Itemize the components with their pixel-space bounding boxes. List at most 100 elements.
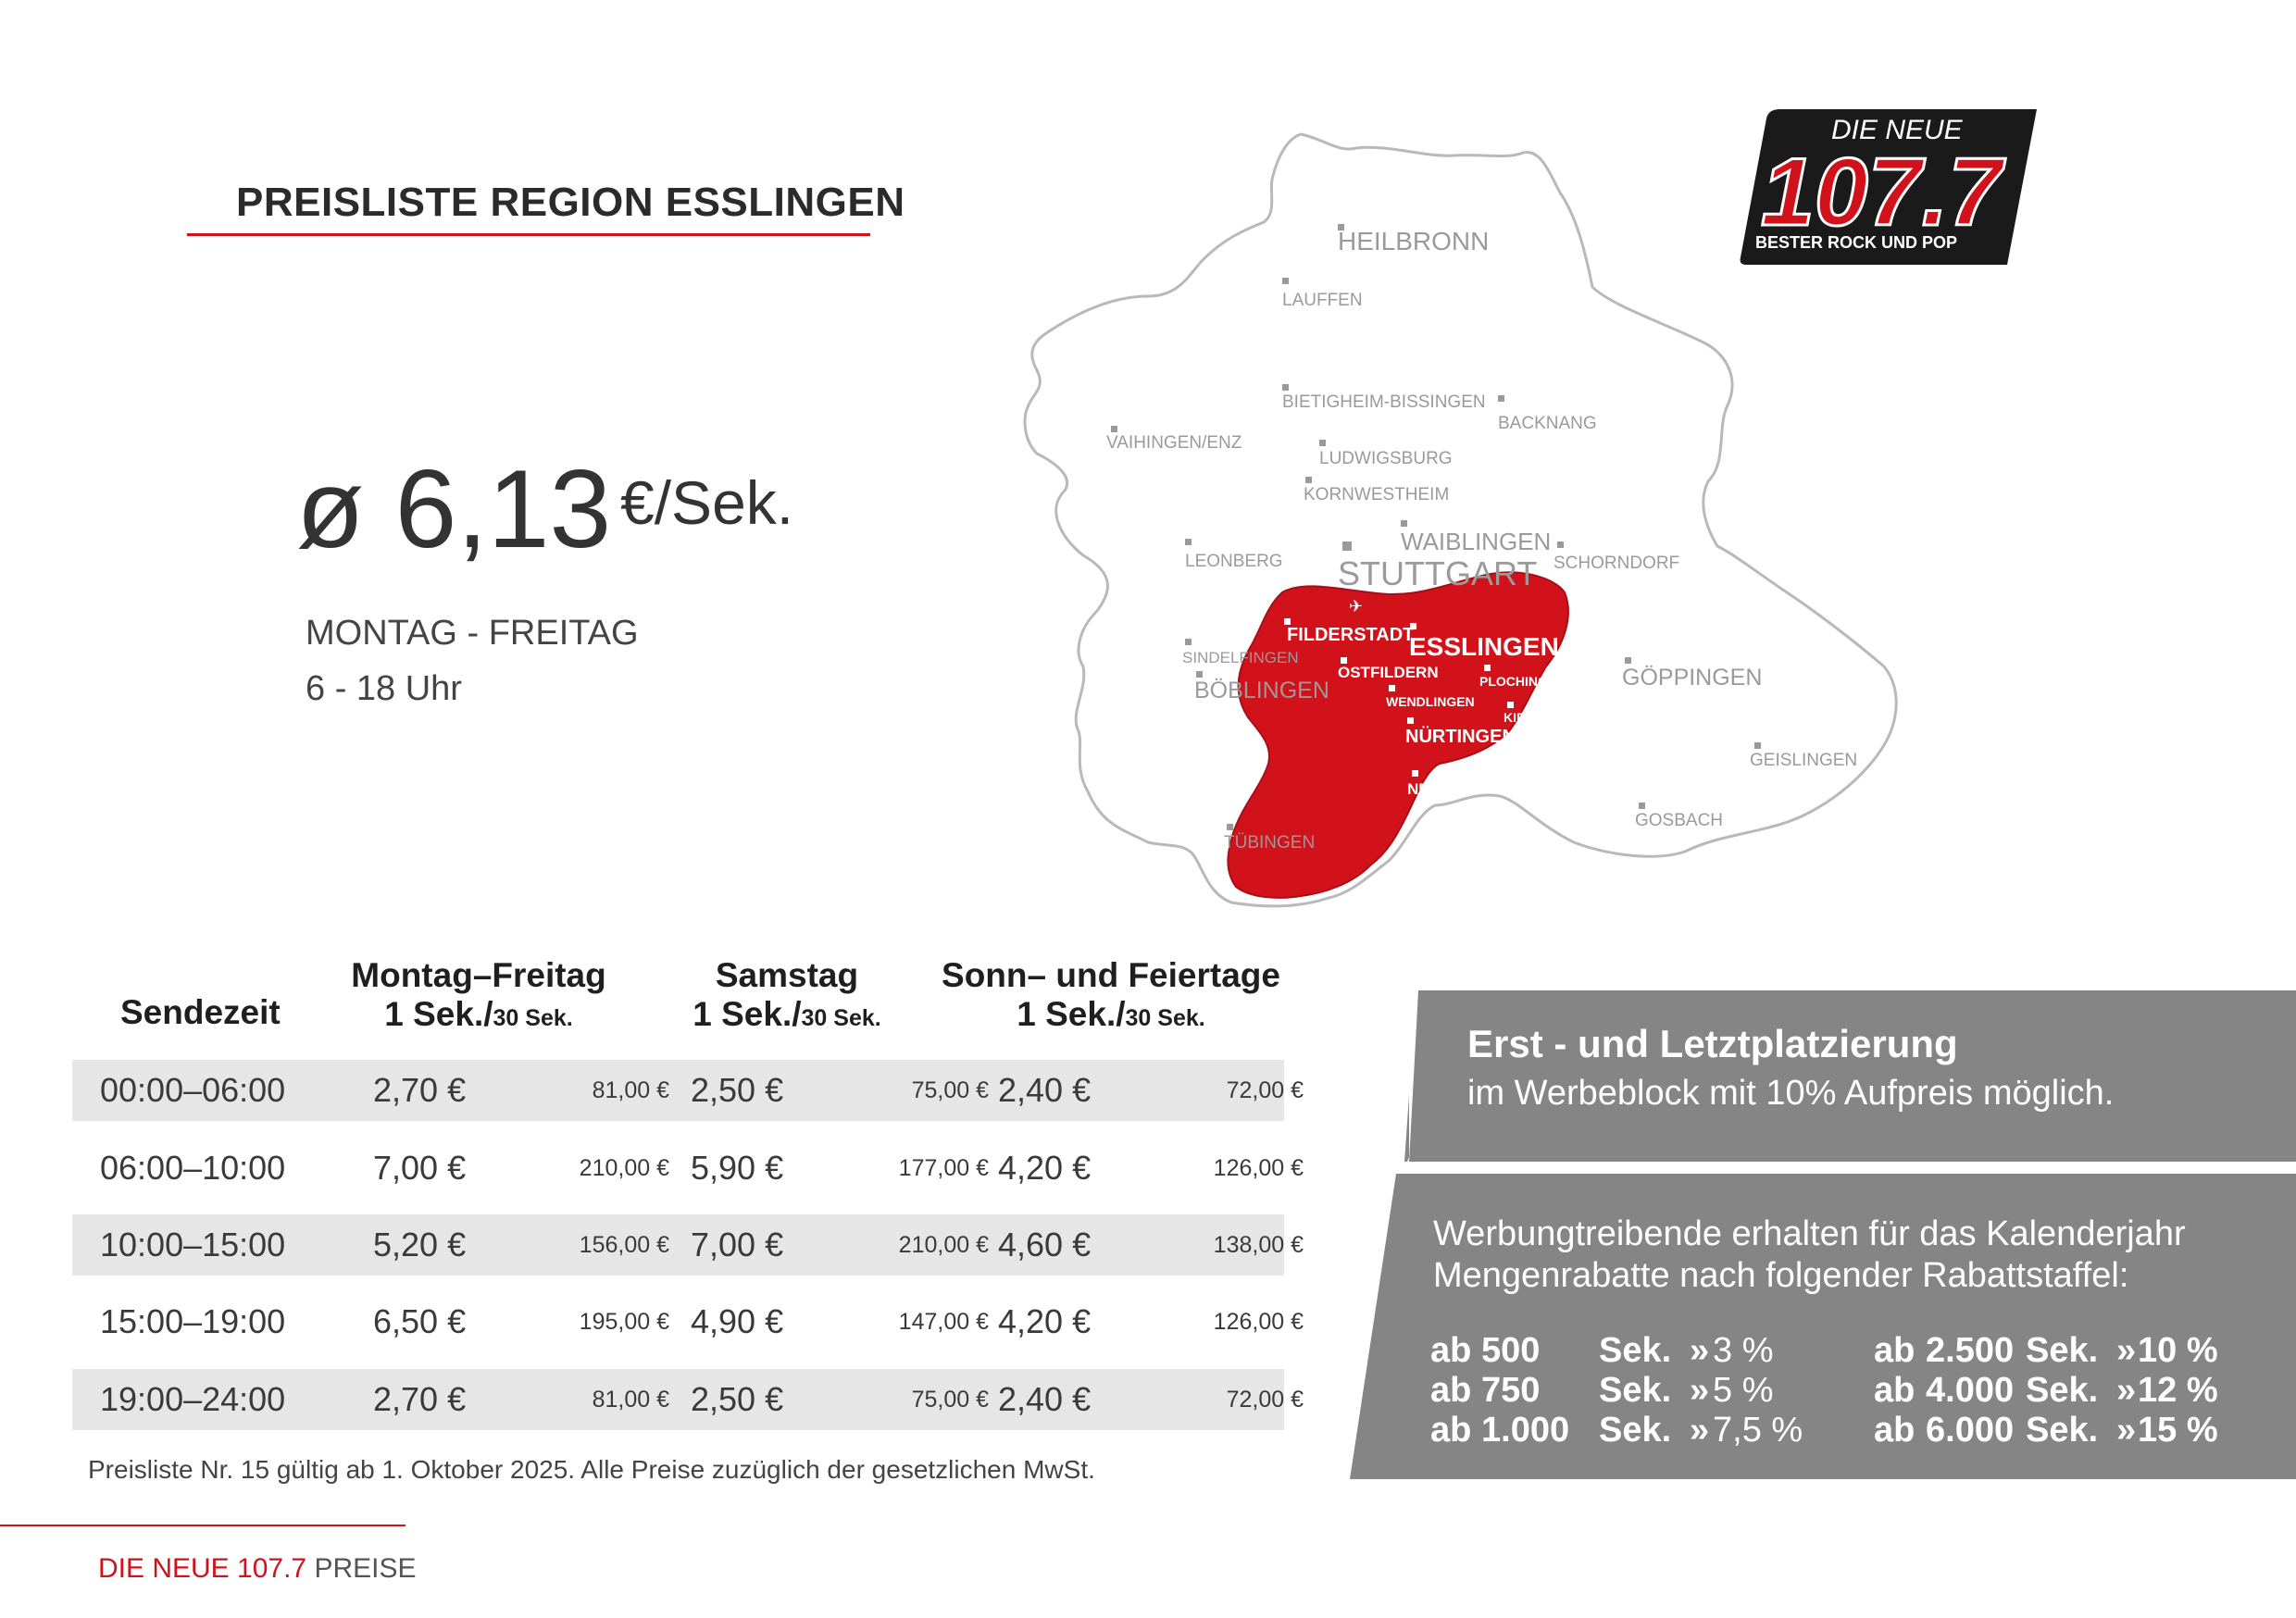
tier-ab: ab — [1874, 1371, 1915, 1410]
price-saturday-30s: 75,00 € — [911, 1077, 989, 1103]
tier-amount: 500 — [1481, 1331, 1541, 1370]
tier-arrow: » — [1690, 1331, 1710, 1370]
city-marker-gosbach — [1639, 803, 1645, 809]
city-kornwestheim: KORNWESTHEIM — [1304, 485, 1449, 504]
discount-tier: ab 1.000 Sek. » 7,5 % — [1430, 1411, 1803, 1450]
price-weekday-1s: 7,00 € — [373, 1149, 467, 1187]
price-sunday-1s: 4,60 € — [998, 1226, 1092, 1263]
hour-range: 6 - 18 Uhr — [306, 669, 462, 708]
logo-number: 107.7 — [1761, 139, 2005, 246]
tier-ab: ab — [1874, 1411, 1915, 1450]
price-weekday-30s: 156,00 € — [579, 1232, 669, 1258]
tier-unit: Sek. — [2026, 1411, 2099, 1450]
city-marker-bietigheim — [1282, 384, 1289, 391]
tier-percent: 12 % — [2138, 1371, 2218, 1410]
price-sunday-1s: 2,40 € — [998, 1380, 1092, 1418]
discount-panel — [1350, 1174, 2296, 1479]
city-marker-wendlingen — [1389, 685, 1395, 691]
discount-tier: ab 4.000 Sek. » 12 % — [1874, 1371, 2218, 1411]
price-weekday-30s: 81,00 € — [592, 1387, 669, 1413]
placement-panel-shape — [1409, 990, 2296, 1162]
city-boeblingen: BÖBLINGEN — [1194, 678, 1329, 703]
tier-unit: Sek. — [1599, 1331, 1672, 1370]
city-marker-sindelfingen — [1185, 639, 1192, 645]
city-marker-kirchheim — [1507, 702, 1514, 708]
city-plochingen: PLOCHINGEN — [1479, 674, 1566, 689]
city-marker-waiblingen — [1401, 520, 1407, 527]
city-marker-ludwigsburg — [1319, 440, 1326, 446]
city-marker-ostfildern — [1341, 657, 1347, 664]
city-marker-backnang — [1498, 395, 1504, 402]
city-leonberg: LEONBERG — [1185, 552, 1283, 571]
discount-intro-line2: Mengenrabatte nach folgender Rabattstaff… — [1433, 1256, 2129, 1295]
unit-small: 30 Sek. — [1125, 1005, 1205, 1031]
airport-icon: ✈ — [1349, 597, 1363, 616]
price-sunday-30s: 72,00 € — [1226, 1387, 1304, 1413]
price-saturday-1s: 2,50 € — [691, 1071, 784, 1109]
city-kirchheim: KIRCHHEIM — [1504, 710, 1577, 725]
page-title: PREISLISTE REGION ESSLINGEN — [236, 180, 905, 225]
city-marker-boeblingen — [1196, 671, 1203, 678]
discount-tier: ab 500 Sek. » 3 % — [1430, 1331, 1773, 1371]
tier-arrow: » — [2116, 1411, 2137, 1450]
price-sunday-30s: 126,00 € — [1213, 1155, 1304, 1181]
price-saturday-1s: 5,90 € — [691, 1149, 784, 1187]
tier-arrow: » — [2116, 1371, 2137, 1410]
price-saturday-1s: 7,00 € — [691, 1226, 784, 1263]
city-marker-neuffen — [1412, 770, 1418, 777]
tier-amount: 4.000 — [1926, 1371, 2015, 1410]
unit-small: 30 Sek. — [801, 1005, 881, 1031]
footer-brand-suffix: PREISE — [314, 1553, 417, 1584]
city-marker-schorndorf — [1557, 541, 1564, 548]
price-saturday-1s: 4,90 € — [691, 1302, 784, 1340]
city-tuebingen: TÜBINGEN — [1224, 833, 1315, 853]
price-weekday-30s: 195,00 € — [579, 1309, 669, 1335]
title-underline — [187, 233, 870, 236]
header-col-sunday: Sonn– und Feiertage 1 Sek./30 Sek. — [926, 956, 1296, 1038]
discount-tier: ab 6.000 Sek. » 15 % — [1874, 1411, 2218, 1450]
tier-percent: 10 % — [2138, 1331, 2218, 1370]
table-row: 10:00–15:00 5,20 € 156,00 € 7,00 € 210,0… — [72, 1214, 1304, 1276]
placement-subtitle: im Werbeblock mit 10% Aufpreis möglich. — [1467, 1074, 2115, 1113]
tier-ab: ab — [1874, 1331, 1915, 1370]
info-panels — [1350, 990, 2296, 1479]
table-row: 19:00–24:00 2,70 € 81,00 € 2,50 € 75,00 … — [72, 1369, 1304, 1430]
tier-ab: ab — [1430, 1371, 1472, 1410]
discount-tier: ab 2.500 Sek. » 10 % — [1874, 1331, 2218, 1371]
city-bietigheim-bissingen: BIETIGHEIM-BISSINGEN — [1282, 392, 1486, 412]
price-sunday-1s: 2,40 € — [998, 1071, 1092, 1109]
tier-ab: ab — [1430, 1331, 1472, 1370]
tier-arrow: » — [1690, 1371, 1710, 1410]
tier-unit: Sek. — [1599, 1411, 1672, 1450]
average-price-unit: €/Sek. — [620, 468, 794, 537]
footer-rule — [0, 1525, 406, 1526]
city-sindelfingen: SINDELFINGEN — [1182, 649, 1299, 666]
price-sunday-30s: 126,00 € — [1213, 1309, 1304, 1335]
tier-arrow: » — [2116, 1331, 2137, 1370]
discount-intro-line1: Werbungtreibende erhalten für das Kalend… — [1433, 1214, 2186, 1253]
table-row: 15:00–19:00 6,50 € 195,00 € 4,90 € 147,0… — [72, 1291, 1304, 1352]
placement-title: Erst - und Letztplatzierung — [1467, 1022, 1958, 1065]
unit-main: 1 Sek./ — [693, 995, 802, 1033]
city-ludwigsburg: LUDWIGSBURG — [1319, 449, 1453, 468]
city-marker-kornwestheim — [1305, 477, 1312, 483]
city-marker-heilbronn — [1338, 224, 1344, 230]
header-col-weekday: Montag–Freitag 1 Sek./30 Sek. — [326, 956, 631, 1038]
city-marker-vaihingen — [1111, 426, 1117, 432]
table-row: 06:00–10:00 7,00 € 210,00 € 5,90 € 177,0… — [72, 1138, 1304, 1199]
city-marker-filderstadt — [1284, 618, 1291, 625]
city-backnang: BACKNANG — [1498, 414, 1597, 433]
price-list-footnote: Preisliste Nr. 15 gültig ab 1. Oktober 2… — [88, 1455, 1095, 1484]
unit-small: 30 Sek. — [493, 1005, 573, 1031]
city-ostfildern: OSTFILDERN — [1338, 664, 1439, 681]
tier-percent: 15 % — [2138, 1411, 2218, 1450]
tier-unit: Sek. — [2026, 1371, 2099, 1410]
weekday-range: MONTAG - FREITAG — [306, 614, 639, 653]
city-gosbach: GOSBACH — [1635, 811, 1723, 830]
tier-amount: 750 — [1481, 1371, 1541, 1410]
city-stuttgart: STUTTGART — [1338, 554, 1537, 592]
price-sunday-30s: 138,00 € — [1213, 1232, 1304, 1258]
placement-panel-slant — [1409, 990, 1418, 1162]
city-marker-plochingen — [1484, 665, 1491, 671]
city-marker-esslingen — [1410, 623, 1416, 629]
